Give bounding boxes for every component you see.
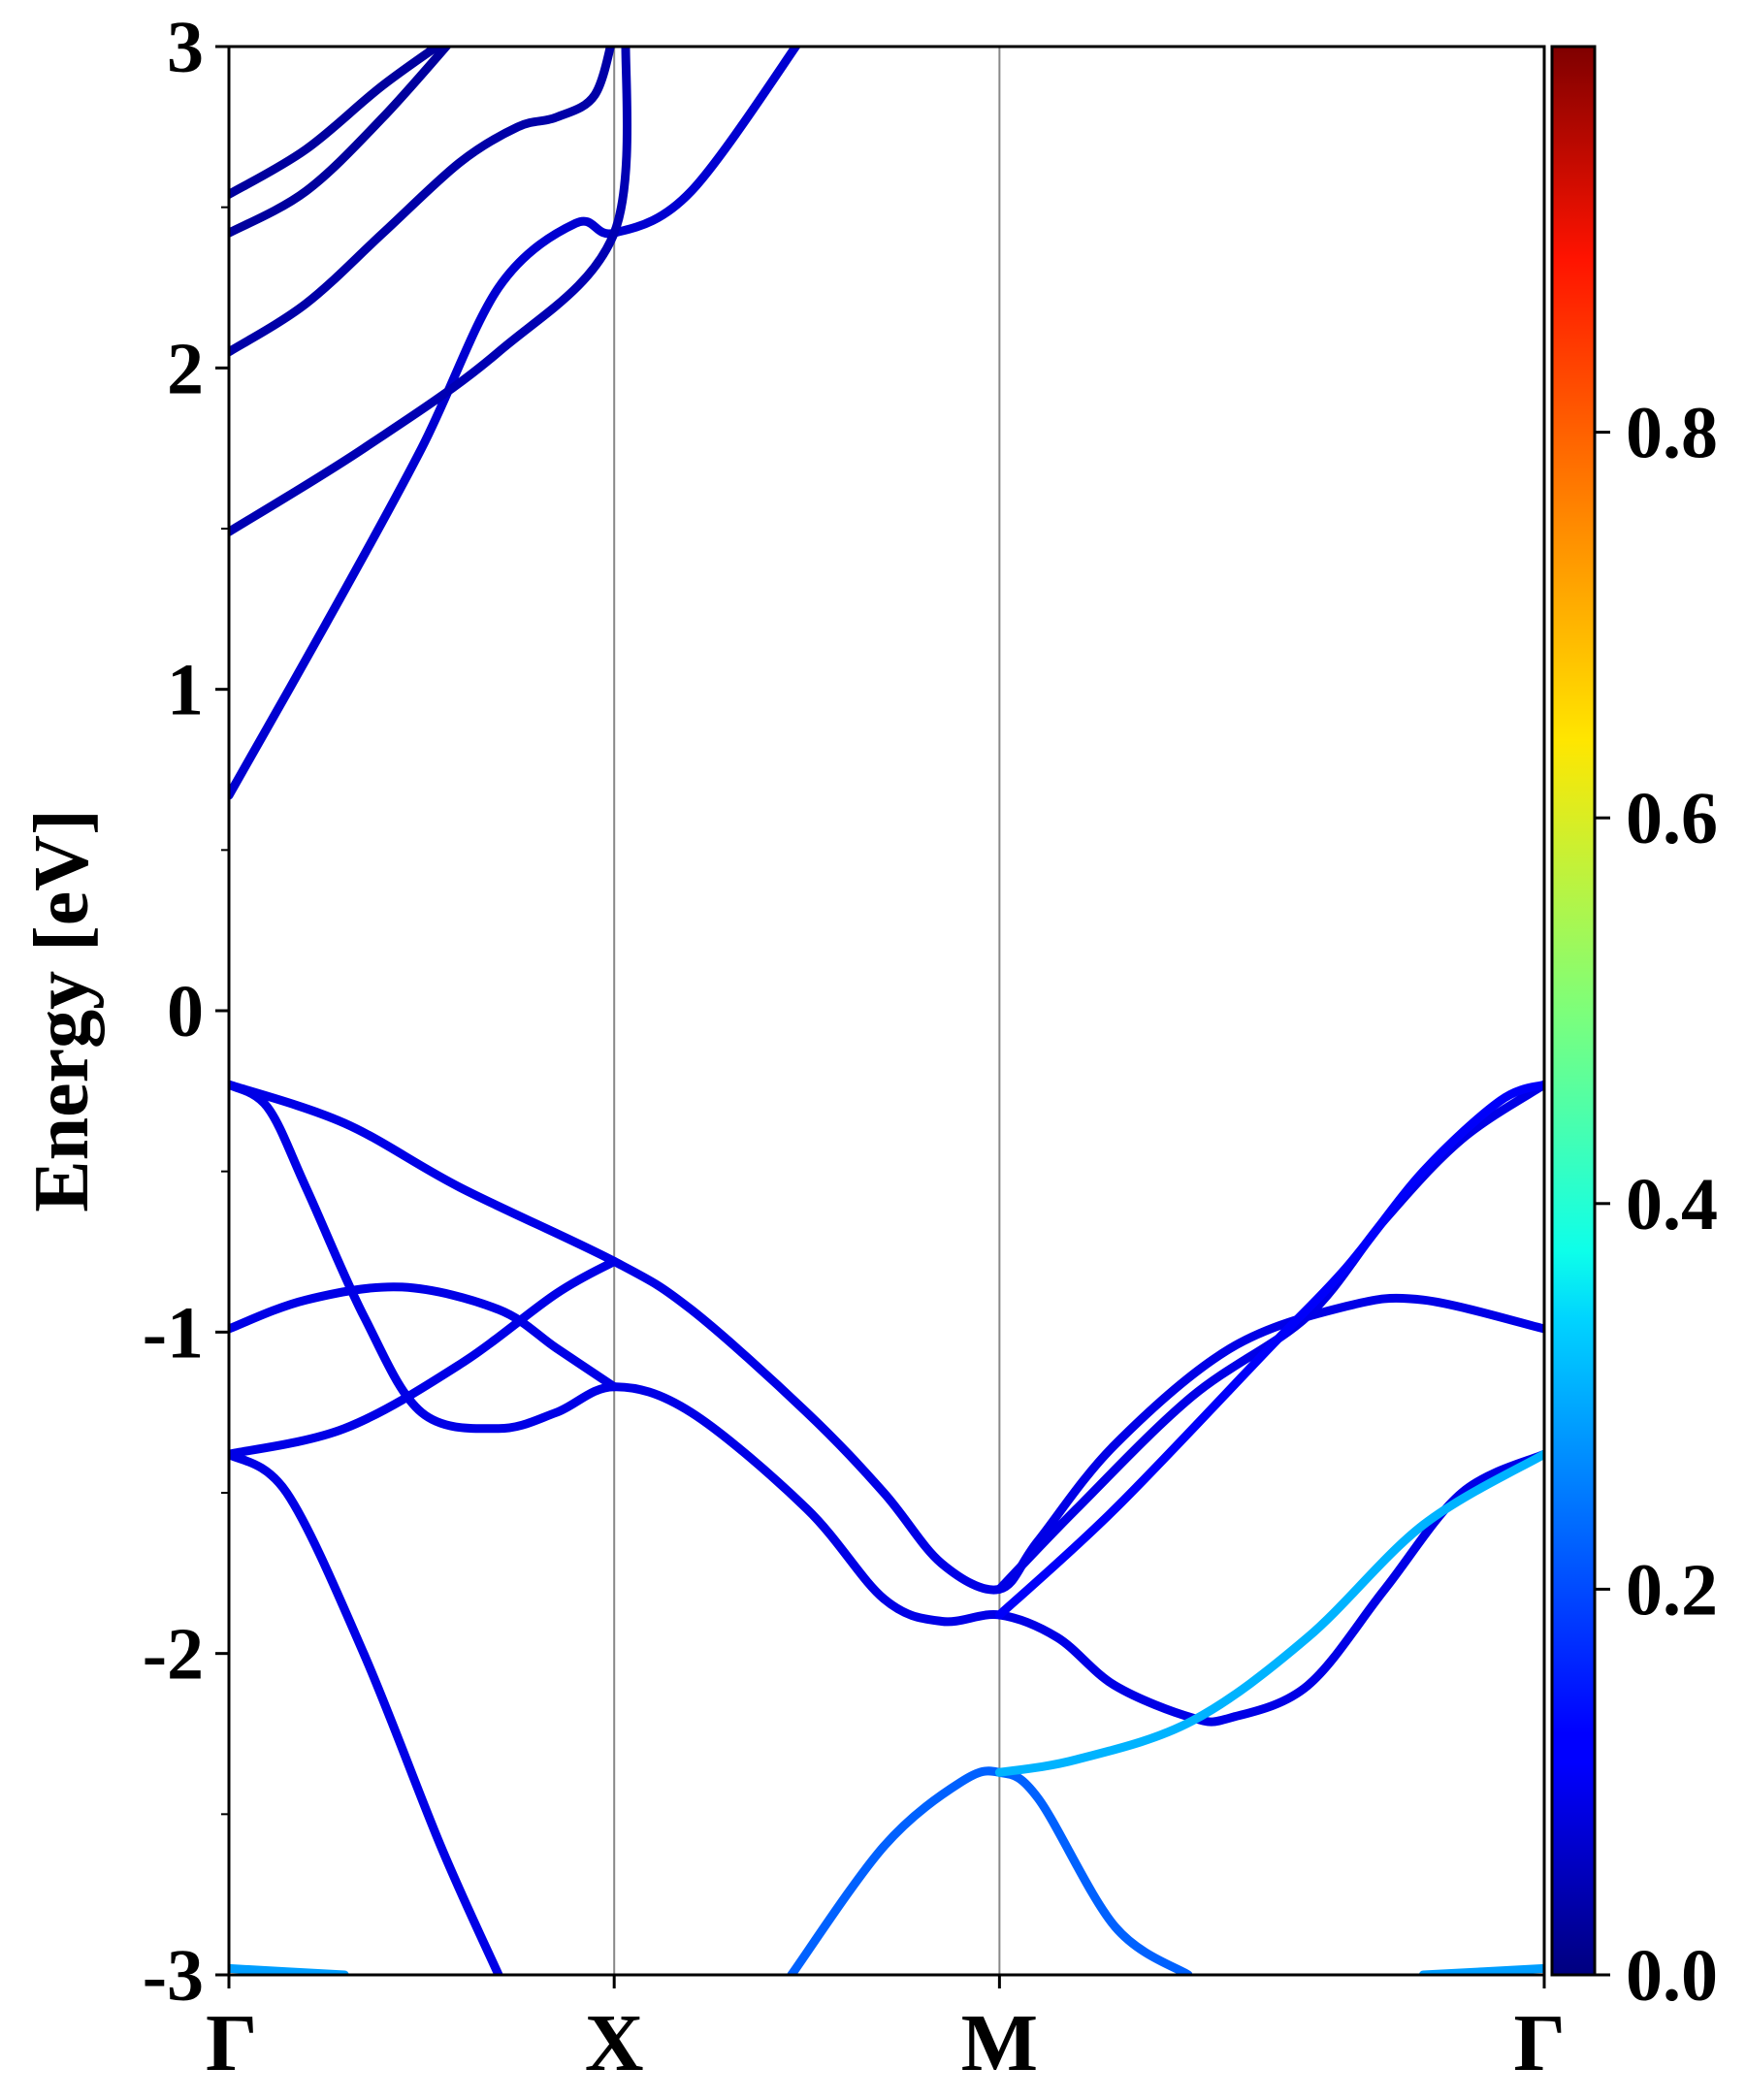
colorbar-tick-label: 0.0 [1626, 1935, 1718, 2017]
bands-layer [229, 47, 1544, 1975]
high-symmetry-lines [613, 47, 1001, 1975]
colorbar-tick-label: 0.4 [1626, 1164, 1718, 1245]
y-axis-label: Energy [eV] [19, 809, 105, 1212]
band-line [229, 47, 801, 800]
band-line [994, 1080, 1544, 1594]
band-line [229, 1449, 503, 1975]
band-line [229, 1256, 619, 1459]
y-tick-label: -1 [143, 1292, 204, 1373]
band-line [229, 47, 632, 536]
plot-area [229, 47, 1544, 1975]
colorbar-tick-label: 0.6 [1626, 778, 1718, 859]
y-tick-label: 0 [167, 971, 204, 1052]
y-tick-label: 1 [167, 650, 204, 731]
band-line [229, 47, 445, 199]
y-tick-label: -2 [143, 1614, 204, 1696]
kpoint-label: Γ [1514, 1998, 1566, 2088]
colorbar-tick-label: 0.8 [1626, 393, 1718, 474]
y-axis: 3 2 1 0 -1 -2 -3 [143, 7, 229, 2017]
band-line [229, 1282, 619, 1392]
colorbar [1550, 45, 1597, 1977]
y-tick-label: 2 [167, 328, 204, 409]
kpoint-label: M [961, 1998, 1038, 2088]
kpoint-label: Γ [206, 1998, 257, 2088]
band-line [994, 1080, 1544, 1620]
band-line [229, 1080, 1544, 1727]
band-line [994, 1449, 1544, 1777]
colorbar-tick-label: 0.2 [1626, 1549, 1718, 1631]
y-tick-label: 3 [167, 7, 204, 88]
kpoint-label: X [585, 1998, 644, 2088]
band-line [229, 47, 615, 357]
y-tick-label: -3 [143, 1935, 204, 2017]
colorbar-axis: 0.0 0.2 0.4 0.6 0.8 [1595, 393, 1718, 2017]
band-line [229, 47, 452, 238]
